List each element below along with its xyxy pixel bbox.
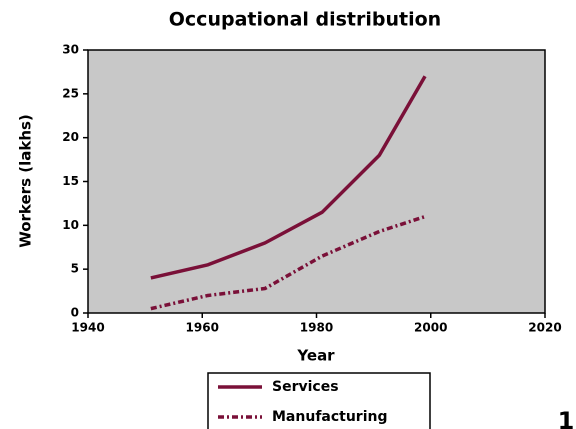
y-tick-label: 20 [62, 130, 79, 144]
x-axis-label: Year [296, 347, 335, 365]
series-line [150, 214, 426, 311]
y-tick-label: 25 [62, 86, 79, 100]
x-tick-label: 1980 [300, 321, 333, 335]
y-tick-label: 15 [62, 174, 79, 188]
x-tick-label: 1940 [71, 321, 104, 335]
plot-area [87, 49, 546, 314]
x-tick-label: 1960 [186, 321, 219, 335]
y-tick-label: 10 [62, 218, 79, 232]
y-tick-label: 30 [62, 43, 79, 57]
y-axis-label: Workers (lakhs) [17, 114, 35, 248]
legend-label: Services [272, 379, 339, 395]
y-tick-label: 5 [71, 262, 79, 276]
legend-box [207, 372, 431, 429]
series-line [150, 75, 427, 280]
x-tick-label: 2020 [528, 321, 561, 335]
chart-title: Occupational distribution [169, 9, 441, 31]
legend-label: Manufacturing [272, 409, 388, 425]
x-tick-label: 2000 [414, 321, 447, 335]
annotation: 1 [558, 407, 575, 429]
y-tick-label: 0 [71, 306, 79, 320]
